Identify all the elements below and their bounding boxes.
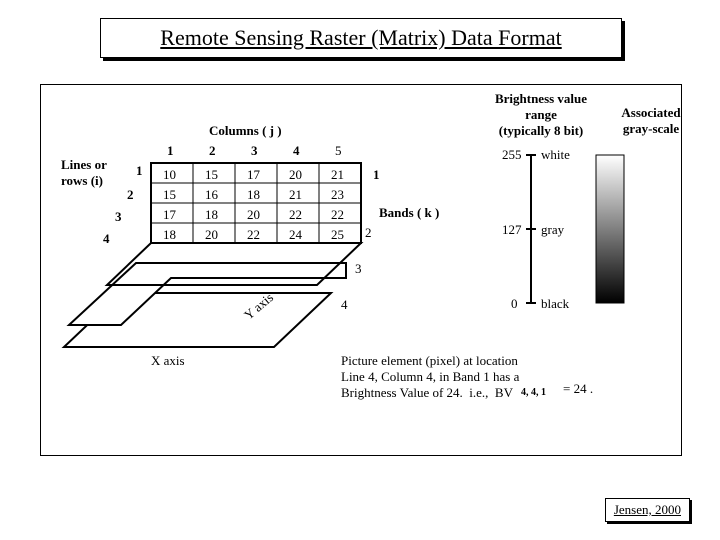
- col-1: 1: [167, 143, 174, 159]
- cell: 16: [205, 187, 218, 203]
- cell: 15: [205, 167, 218, 183]
- xaxis-label: X axis: [151, 353, 185, 369]
- scale-127: 127: [502, 222, 522, 238]
- cell: 23: [331, 187, 344, 203]
- row-2: 2: [127, 187, 134, 203]
- cell: 18: [205, 207, 218, 223]
- cell: 22: [331, 207, 344, 223]
- cell: 17: [163, 207, 176, 223]
- cell: 22: [289, 207, 302, 223]
- assoc-label: Associated gray-scale: [611, 105, 691, 137]
- cell: 18: [163, 227, 176, 243]
- cell: 21: [331, 167, 344, 183]
- band-2: 2: [365, 225, 372, 241]
- title-box: Remote Sensing Raster (Matrix) Data Form…: [100, 18, 622, 58]
- band-1: 1: [373, 167, 380, 183]
- lines-label: Lines or rows (i): [61, 157, 107, 189]
- band-4: 4: [341, 297, 348, 313]
- cell: 20: [205, 227, 218, 243]
- col-2: 2: [209, 143, 216, 159]
- page-title: Remote Sensing Raster (Matrix) Data Form…: [160, 25, 561, 51]
- row-1: 1: [136, 163, 143, 179]
- cell: 21: [289, 187, 302, 203]
- gray-label: gray: [541, 222, 564, 238]
- pixel-desc: Picture element (pixel) at location Line…: [341, 353, 601, 401]
- cell: 15: [163, 187, 176, 203]
- cell: 25: [331, 227, 344, 243]
- diagram-frame: Columns ( j ) 1 2 3 4 5 Lines or rows (i…: [40, 84, 682, 456]
- brightness-title: Brightness value range (typically 8 bit): [481, 91, 601, 139]
- cell: 18: [247, 187, 260, 203]
- columns-label: Columns ( j ): [209, 123, 282, 139]
- band-3: 3: [355, 261, 362, 277]
- row-3: 3: [115, 209, 122, 225]
- black-label: black: [541, 296, 569, 312]
- citation-text: Jensen, 2000: [614, 502, 681, 517]
- citation-box: Jensen, 2000: [605, 498, 690, 522]
- pixel-eq: = 24 .: [563, 381, 593, 397]
- col-3: 3: [251, 143, 258, 159]
- cell: 20: [289, 167, 302, 183]
- pixel-sub: 4, 4, 1: [521, 387, 546, 398]
- col-5: 5: [335, 143, 342, 159]
- scale-255: 255: [502, 147, 522, 163]
- scale-0: 0: [511, 296, 518, 312]
- cell: 10: [163, 167, 176, 183]
- cell: 17: [247, 167, 260, 183]
- row-4: 4: [103, 231, 110, 247]
- white-label: white: [541, 147, 570, 163]
- cell: 22: [247, 227, 260, 243]
- cell: 24: [289, 227, 302, 243]
- cell: 20: [247, 207, 260, 223]
- bands-label: Bands ( k ): [379, 205, 439, 221]
- col-4: 4: [293, 143, 300, 159]
